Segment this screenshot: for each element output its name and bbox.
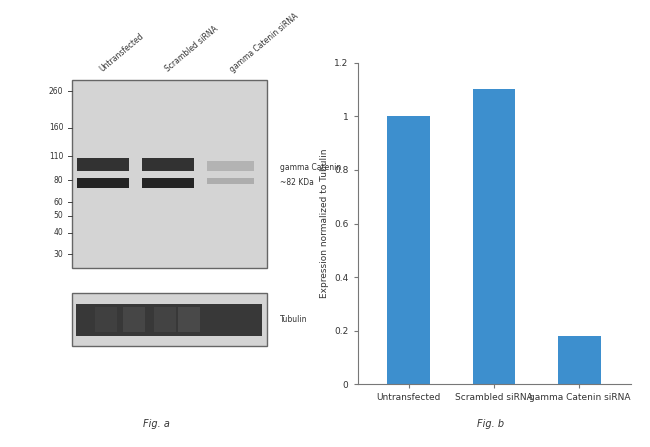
Y-axis label: Expression normalized to Tubulin: Expression normalized to Tubulin (320, 149, 328, 298)
Bar (207, 161, 254, 171)
Text: 80: 80 (54, 176, 64, 185)
Bar (473, 89, 515, 384)
Text: 110: 110 (49, 152, 64, 161)
Bar (154, 307, 176, 333)
Text: gamma Catenin siRNA: gamma Catenin siRNA (228, 12, 300, 74)
Bar (77, 304, 261, 336)
Bar (95, 307, 117, 333)
Bar (142, 158, 194, 171)
Bar (207, 178, 254, 184)
Text: Untransfected: Untransfected (98, 32, 146, 74)
Text: ~82 KDa: ~82 KDa (280, 178, 313, 187)
Text: Tubulin: Tubulin (280, 315, 307, 324)
Text: 40: 40 (53, 228, 64, 237)
Text: Scrambled siRNA: Scrambled siRNA (163, 25, 220, 74)
Text: 160: 160 (49, 123, 64, 132)
Text: 50: 50 (53, 211, 64, 220)
Text: 30: 30 (53, 250, 64, 259)
Bar (387, 116, 430, 384)
Text: 60: 60 (53, 198, 64, 207)
Text: Fig. b: Fig. b (477, 419, 504, 429)
Bar (72, 293, 266, 346)
Bar (77, 158, 129, 171)
Bar (77, 178, 129, 188)
Bar (178, 307, 200, 333)
Text: gamma Catenin: gamma Catenin (280, 163, 341, 172)
Bar (558, 336, 601, 384)
Bar (123, 307, 145, 333)
Text: 260: 260 (49, 87, 64, 96)
Bar (142, 178, 194, 188)
Text: Fig. a: Fig. a (142, 419, 170, 429)
Bar (72, 80, 266, 268)
